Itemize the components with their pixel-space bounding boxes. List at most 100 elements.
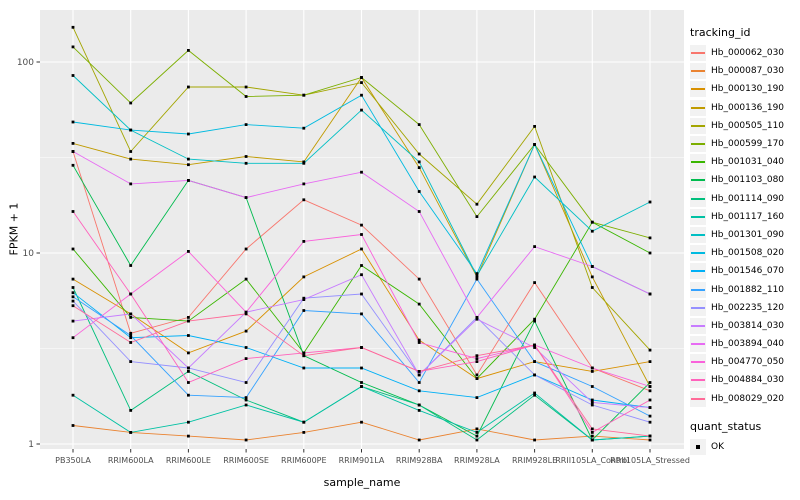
- data-point: [475, 427, 479, 431]
- legend-item-label: Hb_000136_190: [711, 102, 785, 113]
- legend-key-line: [691, 179, 705, 182]
- y-tick-label: 1: [28, 440, 34, 450]
- data-point: [475, 357, 479, 360]
- legend-item: Hb_000505_110: [690, 117, 798, 135]
- legend-key-swatch: [690, 45, 706, 62]
- data-point: [302, 275, 306, 279]
- data-point: [533, 281, 536, 284]
- x-tick-label: RRIM600PE: [281, 456, 327, 465]
- data-point: [533, 373, 536, 377]
- data-point: [129, 341, 133, 344]
- data-point: [129, 409, 133, 412]
- data-point: [244, 277, 248, 281]
- data-point: [71, 25, 75, 29]
- data-point: [187, 334, 190, 337]
- legend-item: Hb_001031_040: [690, 153, 798, 171]
- data-point: [360, 292, 363, 296]
- data-point: [71, 247, 75, 251]
- data-point: [533, 319, 536, 323]
- legend-item-label: Hb_001882_110: [711, 284, 785, 295]
- data-point: [129, 331, 133, 335]
- legend-item-label: Hb_000599_170: [711, 139, 785, 150]
- legend-item-label: Hb_000062_030: [711, 48, 785, 59]
- data-point: [302, 296, 306, 300]
- data-point: [648, 360, 652, 363]
- data-point: [590, 275, 594, 279]
- x-tick-label: RRIM600LA: [108, 456, 154, 465]
- legend-item-label: Hb_001103_080: [711, 175, 785, 186]
- data-point: [533, 175, 536, 179]
- data-point: [590, 431, 594, 434]
- data-point: [648, 389, 652, 393]
- data-point: [590, 398, 594, 402]
- data-point: [302, 420, 306, 424]
- data-point: [302, 431, 306, 434]
- data-point: [71, 286, 75, 289]
- legend-item: Hb_000599_170: [690, 135, 798, 153]
- data-point: [417, 123, 421, 126]
- legend-key-line: [691, 288, 705, 291]
- data-point: [302, 298, 306, 301]
- data-point: [244, 346, 248, 349]
- data-point: [475, 277, 479, 281]
- data-point: [475, 438, 479, 442]
- legend-key-swatch: [690, 390, 706, 407]
- data-point: [590, 229, 594, 233]
- data-point: [244, 161, 248, 165]
- data-point: [302, 161, 306, 165]
- data-point: [129, 157, 133, 161]
- data-point: [648, 398, 652, 402]
- data-point: [475, 354, 479, 358]
- legend-key-swatch: [690, 208, 706, 225]
- legend-item: Hb_001882_110: [690, 280, 798, 298]
- data-point: [129, 360, 133, 363]
- legend-item: Hb_000087_030: [690, 62, 798, 80]
- data-point: [533, 438, 536, 442]
- legend-key-line: [691, 379, 705, 382]
- data-point: [187, 370, 190, 373]
- legend-item: Hb_001301_090: [690, 226, 798, 244]
- data-point: [187, 351, 190, 355]
- data-point: [302, 309, 306, 312]
- data-point: [360, 223, 363, 227]
- data-point: [648, 385, 652, 388]
- legend-key-swatch: [690, 299, 706, 316]
- legend-key-line: [691, 143, 705, 146]
- data-point: [590, 220, 594, 224]
- data-point: [187, 420, 190, 424]
- data-point: [417, 166, 421, 169]
- data-point: [302, 354, 306, 358]
- legend-key-swatch: [690, 354, 706, 371]
- data-point: [360, 312, 363, 316]
- legend-key-swatch: [690, 172, 706, 189]
- legend-item: Hb_000136_190: [690, 99, 798, 117]
- legend-item-label: Hb_001546_070: [711, 266, 785, 277]
- legend-key-line: [691, 324, 705, 327]
- legend-key-swatch: [690, 190, 706, 207]
- legend-title-tracking-id: tracking_id: [690, 26, 751, 39]
- legend-item-label: OK: [711, 441, 724, 452]
- legend-item-label: Hb_008029_020: [711, 393, 785, 404]
- legend-key-swatch: [690, 281, 706, 298]
- data-point: [360, 264, 363, 267]
- legend-key-line: [691, 124, 705, 127]
- data-point: [475, 215, 479, 218]
- data-point: [360, 76, 363, 79]
- data-point: [187, 319, 190, 323]
- data-point: [129, 101, 133, 105]
- data-point: [302, 182, 306, 186]
- legend-item-label: Hb_003894_040: [711, 339, 785, 350]
- data-point: [590, 385, 594, 388]
- legend-key-swatch: [690, 226, 706, 243]
- legend-key-line: [691, 52, 705, 55]
- data-point: [590, 403, 594, 407]
- x-tick-label: PB350LA: [55, 456, 91, 465]
- legend-key-line: [691, 106, 705, 109]
- legend-key-swatch: [690, 63, 706, 80]
- data-point: [187, 163, 190, 167]
- data-point: [244, 155, 248, 158]
- data-point: [475, 272, 479, 275]
- legend-key-swatch: [690, 336, 706, 353]
